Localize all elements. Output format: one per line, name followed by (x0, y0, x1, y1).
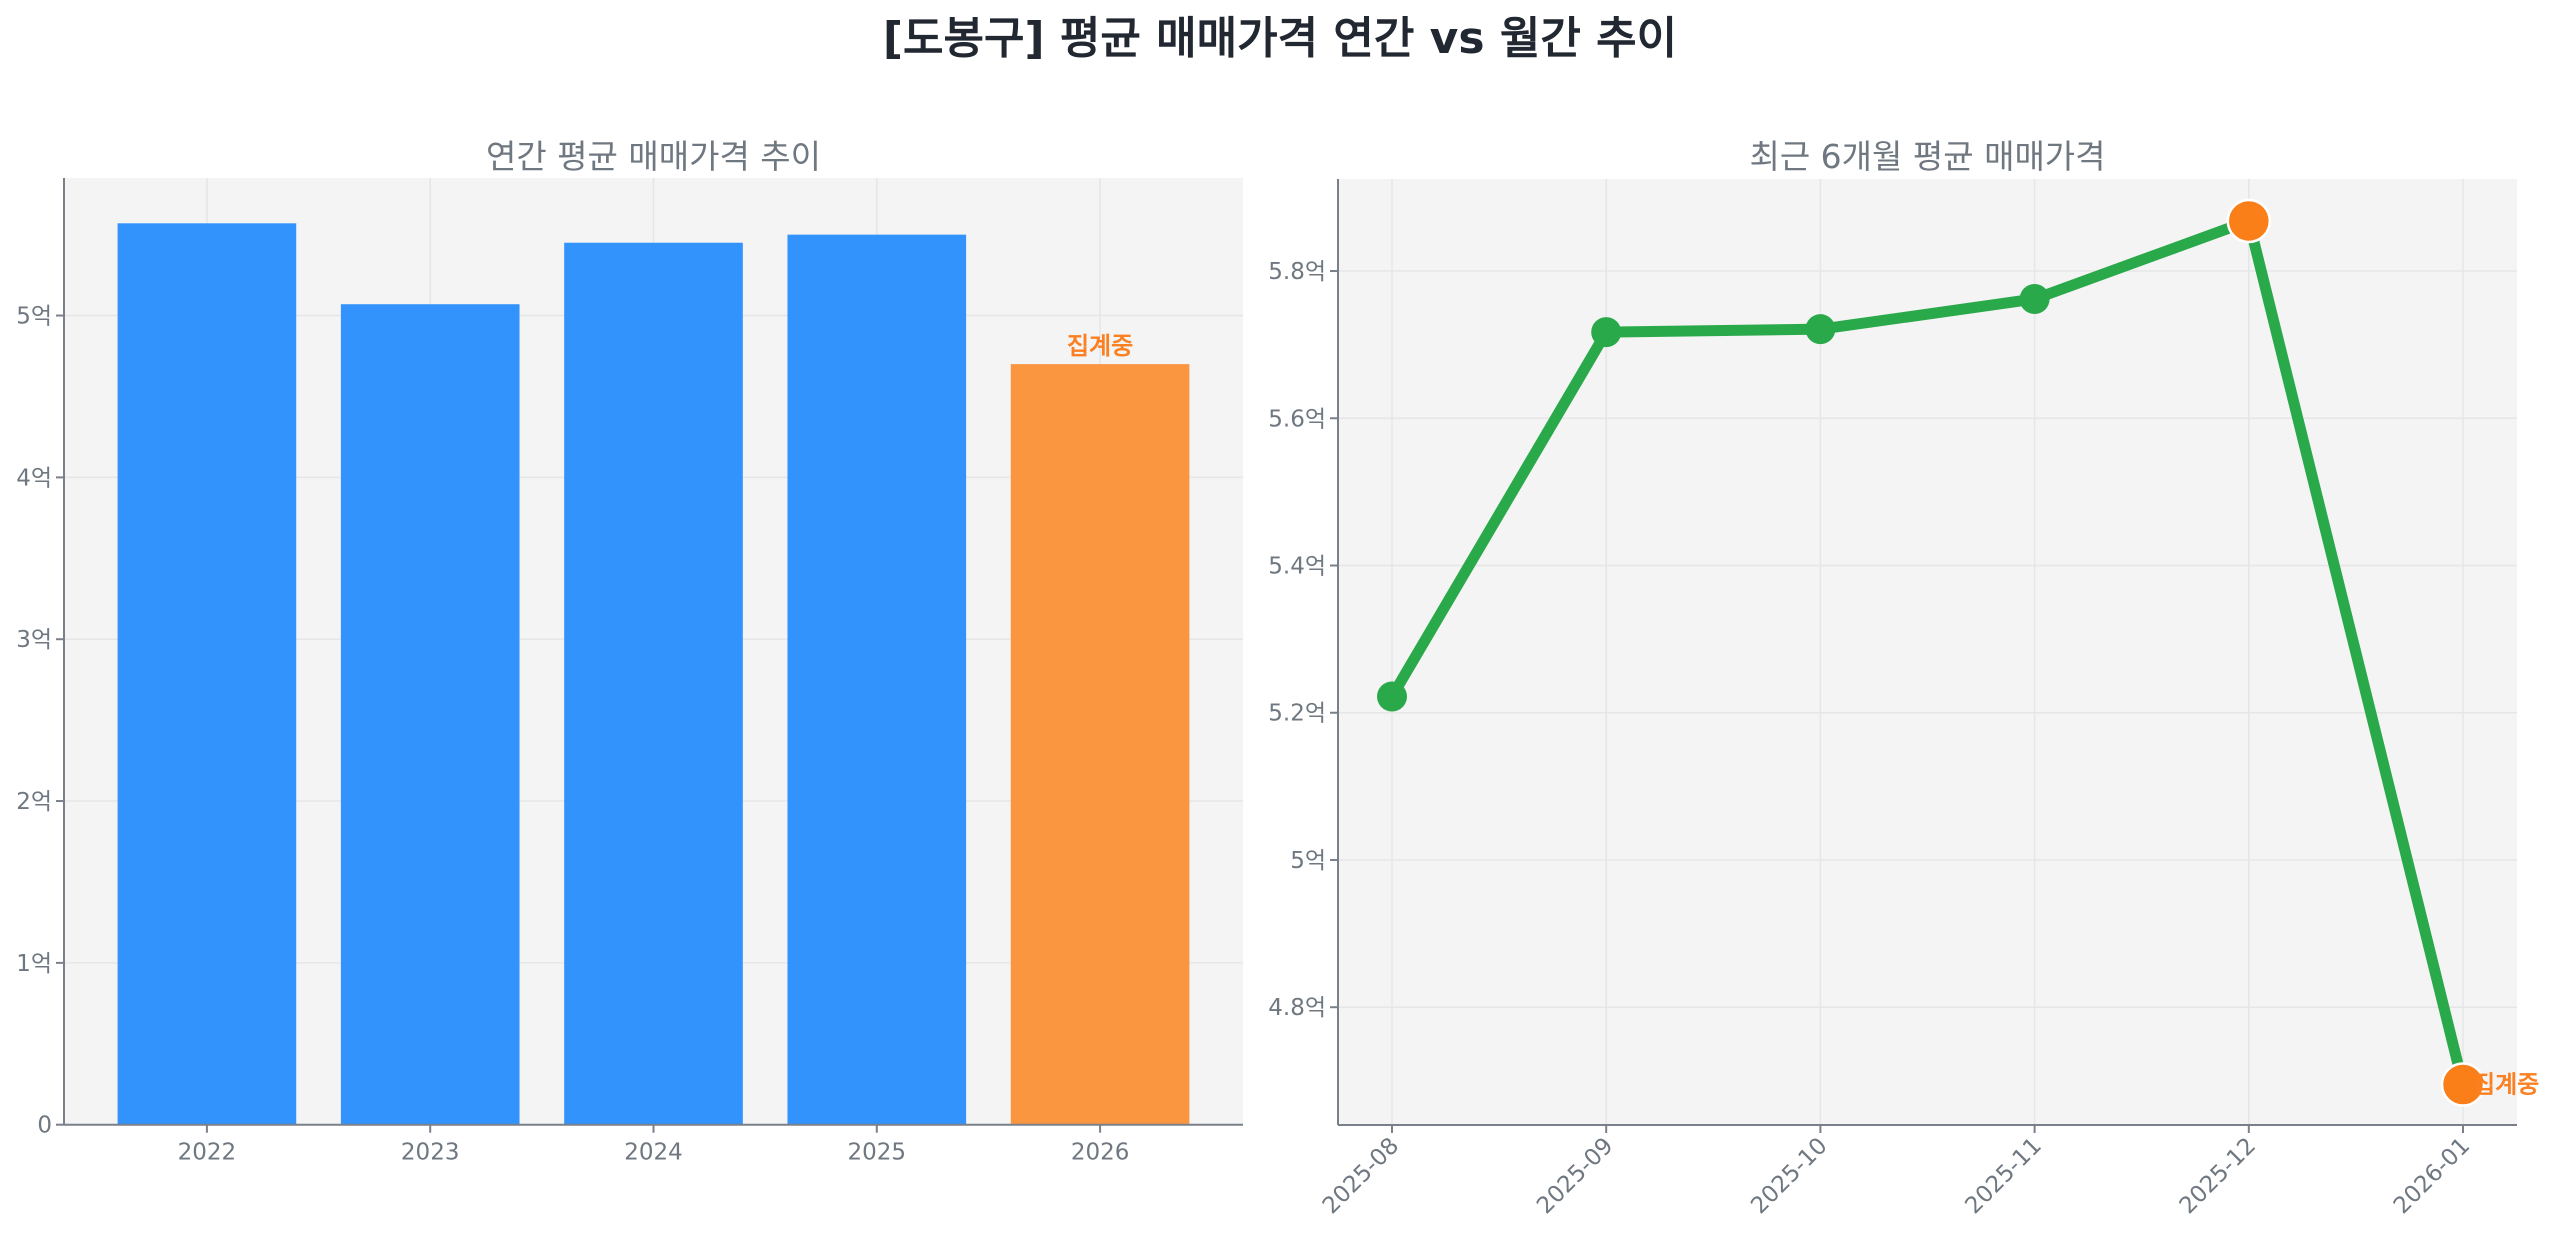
y-tick-label: 3억 (16, 627, 52, 653)
x-tick-label: 2023 (401, 1140, 460, 1166)
data-marker-2025-08 (1377, 681, 1407, 712)
bar-2025 (787, 234, 967, 1125)
right-chart-title: 최근 6개월 평균 매매가격 (1749, 137, 2106, 176)
x-tick-label: 2026 (1071, 1140, 1130, 1166)
x-tick-label: 2025-09 (1532, 1133, 1618, 1219)
bar-2026 (1010, 364, 1190, 1125)
figure-title: [도봉구] 평균 매매가격 연간 vs 월간 추이 (882, 13, 1678, 64)
x-tick-label: 2025-11 (1960, 1133, 2046, 1219)
bar-2022 (117, 223, 297, 1125)
x-tick-label: 2025-08 (1318, 1133, 1404, 1219)
plot-area (1338, 179, 2517, 1125)
annual-bar-chart: 집계중 0 1억 2억 3억 4억 5억 2022 2023 2024 2025 2026 (16, 178, 1243, 1166)
data-marker-2025-10 (1805, 314, 1836, 345)
highlight-marker-2026-01 (2440, 1062, 2486, 1107)
highlight-marker-2025-12 (2226, 198, 2272, 244)
y-tick-label: 5억 (1290, 848, 1326, 874)
x-tick-label: 2025 (848, 1140, 907, 1166)
data-marker-2025-09 (1591, 317, 1622, 348)
y-tick-label: 5.4억 (1268, 553, 1326, 579)
y-tick-label: 4.8억 (1268, 995, 1326, 1021)
y-tick-label: 1억 (16, 951, 52, 977)
bar-2024 (564, 242, 743, 1125)
x-tick-label: 2026-01 (2389, 1133, 2475, 1219)
x-tick-label: 2025-12 (2175, 1133, 2261, 1219)
bar-2023 (340, 304, 520, 1125)
y-tick-label: 0 (37, 1113, 52, 1139)
y-tick-label: 5.2억 (1268, 701, 1326, 727)
x-tick-label: 2022 (178, 1140, 237, 1166)
price-line (1386, 215, 2469, 1091)
x-tick-label: 2025-10 (1746, 1133, 1832, 1219)
data-marker-2025-11 (2019, 283, 2050, 314)
monthly-line-chart: 집계중 4.8억 5억 5.2억 5.4억 5.6억 5.8억 2025-08 2025-09 2… (1268, 179, 2539, 1219)
x-tick-label: 2024 (624, 1140, 683, 1166)
y-tick-label: 5.8억 (1268, 259, 1326, 285)
y-tick-label: 5억 (16, 304, 52, 330)
in-progress-label: 집계중 (1067, 332, 1133, 360)
y-tick-label: 5.6억 (1268, 406, 1326, 432)
y-tick-label: 4억 (16, 465, 52, 491)
in-progress-label: 집계중 (2473, 1071, 2539, 1099)
left-chart-title: 연간 평균 매매가격 추이 (485, 137, 822, 176)
y-tick-label: 2억 (16, 789, 52, 815)
